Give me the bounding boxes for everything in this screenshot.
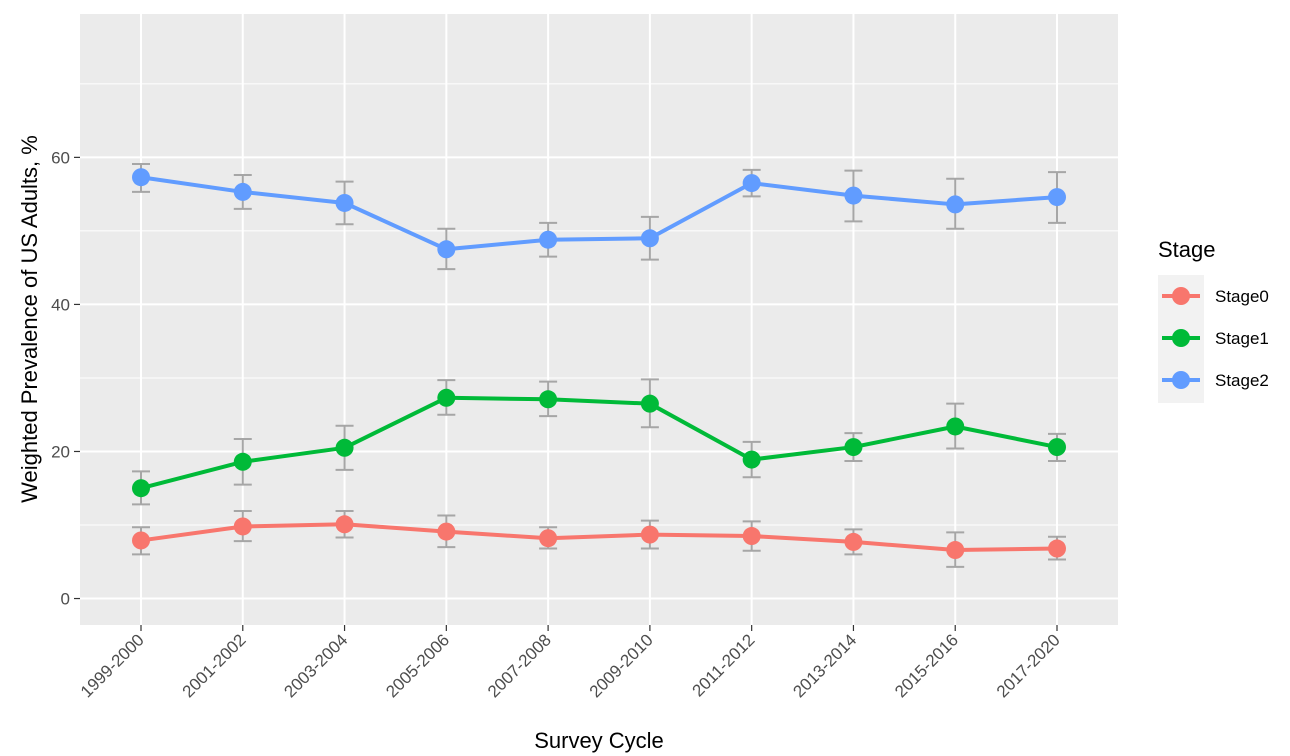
data-point-stage2	[742, 174, 761, 193]
x-tick-label: 2011-2012	[688, 630, 758, 700]
data-point-stage0	[335, 515, 354, 534]
data-point-stage2	[335, 193, 354, 212]
series-line-stage2	[140, 175, 1058, 252]
x-axis: 1999-2000 2001-2002 2003-2004 2005-2006 2007…	[77, 625, 1064, 701]
data-point-stage0	[437, 522, 456, 541]
x-axis-title: Survey Cycle	[534, 728, 664, 753]
x-tick-label: 2009-2010	[586, 630, 657, 701]
data-point-stage2	[844, 186, 863, 205]
x-tick-label: 2001-2002	[179, 630, 250, 701]
data-point-stage1	[742, 450, 761, 469]
y-tick-label: 40	[51, 295, 70, 314]
legend-key-point	[1172, 287, 1190, 305]
x-tick-label: 2017-2020	[993, 630, 1064, 701]
plot-panel	[80, 14, 1118, 625]
legend-label: Stage0	[1215, 287, 1269, 306]
y-tick-label: 20	[51, 442, 70, 461]
data-point-stage0	[539, 529, 558, 548]
data-point-stage0	[132, 531, 150, 550]
x-tick-label: 2015-2016	[891, 630, 962, 701]
data-point-stage2	[1048, 188, 1066, 207]
x-tick-label: 2013-2014	[789, 630, 860, 701]
series-line-stage0	[140, 522, 1058, 553]
y-tick-label: 60	[51, 148, 70, 167]
data-point-stage0	[233, 517, 252, 536]
legend: Stage Stage0 Stage1 Stage2	[1158, 237, 1269, 403]
legend-title: Stage	[1158, 237, 1216, 262]
data-point-stage1	[132, 479, 150, 498]
y-axis: 0 20 40 60	[51, 148, 80, 609]
data-point-stage2	[539, 230, 558, 249]
series-line-stage1	[140, 395, 1058, 491]
data-point-stage1	[335, 438, 354, 457]
data-point-stage0	[844, 532, 863, 551]
series-lines	[140, 175, 1058, 553]
legend-label: Stage1	[1215, 329, 1269, 348]
y-axis-title: Weighted Prevalence of US Adults, %	[17, 135, 42, 503]
data-point-stage0	[742, 527, 761, 546]
legend-key-point	[1172, 329, 1190, 347]
legend-key-point	[1172, 371, 1190, 389]
data-point-stage1	[946, 417, 965, 436]
data-point-stage2	[437, 240, 456, 259]
data-point-stage1	[1048, 438, 1066, 457]
y-tick-label: 0	[61, 590, 70, 609]
x-tick-label: 2007-2008	[484, 630, 555, 701]
data-point-stage1	[437, 388, 456, 407]
data-point-stage0	[946, 541, 965, 560]
legend-label: Stage2	[1215, 371, 1269, 390]
data-point-stage0	[640, 525, 659, 544]
data-point-stage0	[1048, 539, 1066, 558]
data-point-stage1	[539, 390, 558, 409]
data-point-stage2	[132, 168, 150, 187]
data-point-stage1	[844, 438, 863, 457]
x-tick-label: 1999-2000	[77, 630, 148, 701]
series-points	[132, 168, 1066, 560]
data-point-stage1	[640, 394, 659, 413]
data-point-stage2	[233, 182, 252, 201]
x-tick-label: 2003-2004	[280, 630, 351, 701]
data-point-stage2	[640, 229, 659, 248]
x-tick-label: 2005-2006	[382, 630, 453, 701]
data-point-stage1	[233, 452, 252, 471]
data-point-stage2	[946, 195, 965, 214]
